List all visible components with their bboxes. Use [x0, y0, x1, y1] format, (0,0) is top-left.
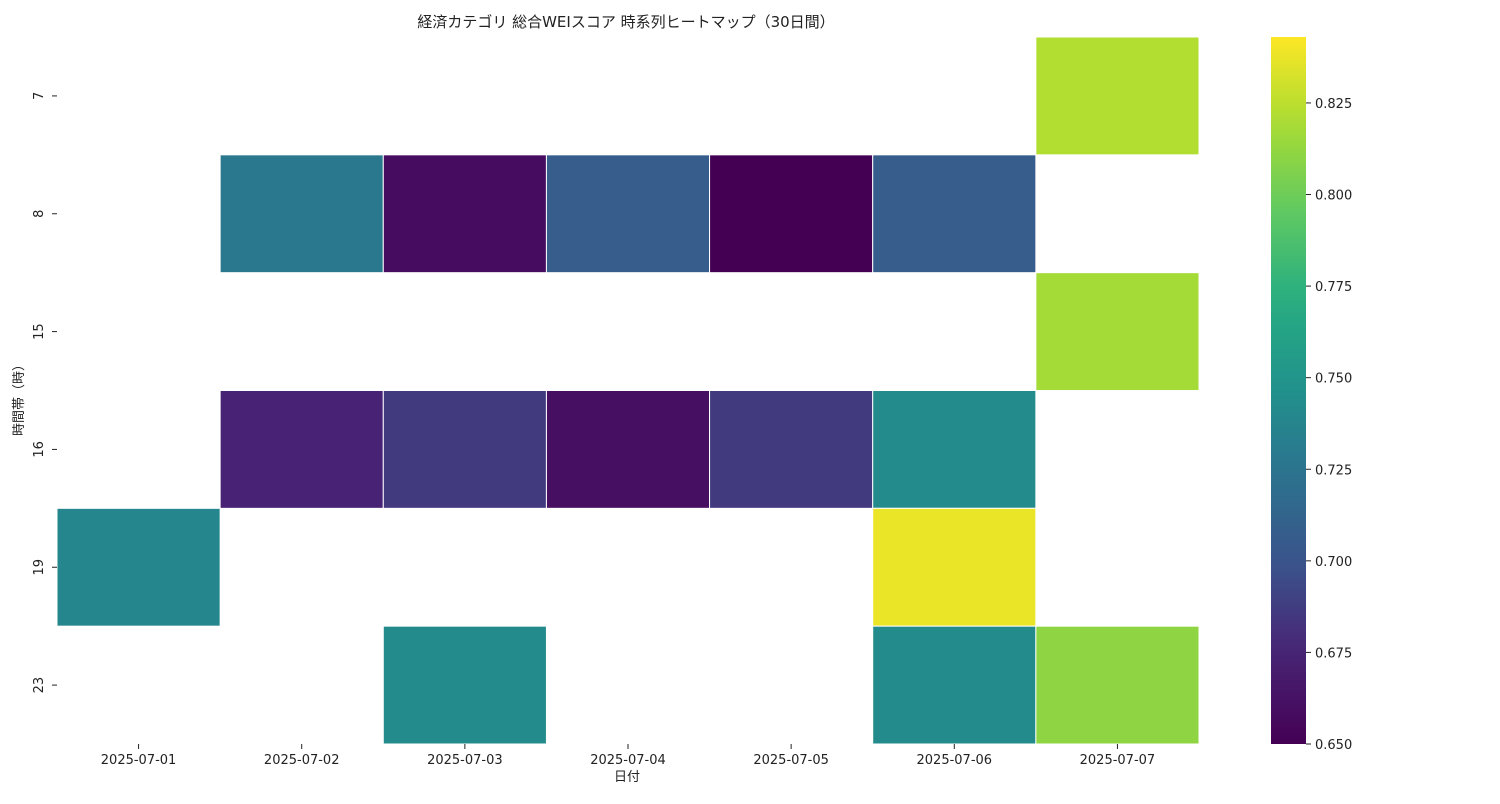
y-tick-label: 23: [32, 677, 47, 694]
heatmap-cell: [1035, 272, 1200, 391]
heatmap-cell: [872, 507, 1037, 627]
x-tick-label: 2025-07-05: [753, 753, 829, 768]
heatmap-cell: [56, 507, 221, 627]
colorbar-tick-label: 0.775: [1315, 280, 1352, 295]
y-tick-label: 7: [32, 92, 47, 100]
heatmap-cell: [545, 154, 711, 274]
colorbar-tick-label: 0.725: [1315, 463, 1352, 478]
colorbar-tick-label: 0.825: [1315, 97, 1352, 112]
chart-title: 経済カテゴリ 総合WEIスコア 時系列ヒートマップ（30日間）: [417, 13, 834, 31]
y-axis-label: 時間帯（時）: [12, 358, 27, 436]
colorbar: 0.650 0.675 0.700 0.725 0.750 0.775 0.800 0.825: [1271, 37, 1352, 753]
heatmap-cell: [1035, 625, 1200, 745]
colorbar-tick-label: 0.675: [1315, 646, 1352, 661]
x-tick-label: 2025-07-06: [917, 753, 993, 768]
heatmap-cell: [1035, 36, 1200, 156]
y-tick-label: 8: [32, 210, 47, 218]
colorbar-tick-label: 0.700: [1315, 555, 1352, 570]
heatmap-cell: [382, 154, 547, 274]
y-axis: 7 8 15 16 19 23: [32, 92, 57, 694]
heatmap-cell: [872, 154, 1037, 274]
heatmap-cell: [545, 390, 711, 509]
heatmap-cell: [872, 625, 1037, 745]
heatmap-cell: [709, 154, 874, 274]
colorbar-tick-label: 0.650: [1315, 738, 1352, 753]
x-tick-label: 2025-07-07: [1080, 753, 1156, 768]
x-tick-label: 2025-07-01: [101, 753, 177, 768]
heatmap-cell: [219, 390, 384, 509]
colorbar-tick-label: 0.750: [1315, 372, 1352, 387]
heatmap-cell: [872, 390, 1037, 509]
colorbar-tick-label: 0.800: [1315, 189, 1352, 204]
x-tick-label: 2025-07-04: [590, 753, 666, 768]
heatmap-cell: [219, 154, 384, 274]
heatmap-cell: [382, 390, 547, 509]
x-tick-label: 2025-07-02: [264, 753, 340, 768]
x-axis-label: 日付: [614, 770, 640, 785]
heatmap-cell: [382, 625, 547, 745]
heatmap-cell: [709, 390, 874, 509]
y-tick-label: 15: [32, 323, 47, 340]
y-tick-label: 16: [32, 441, 47, 458]
colorbar-gradient: [1271, 37, 1306, 744]
x-axis: 2025-07-01 2025-07-02 2025-07-03 2025-07-04…: [101, 744, 1155, 768]
heatmap-cells: [56, 36, 1200, 745]
x-tick-label: 2025-07-03: [427, 753, 503, 768]
y-tick-label: 19: [32, 559, 47, 576]
